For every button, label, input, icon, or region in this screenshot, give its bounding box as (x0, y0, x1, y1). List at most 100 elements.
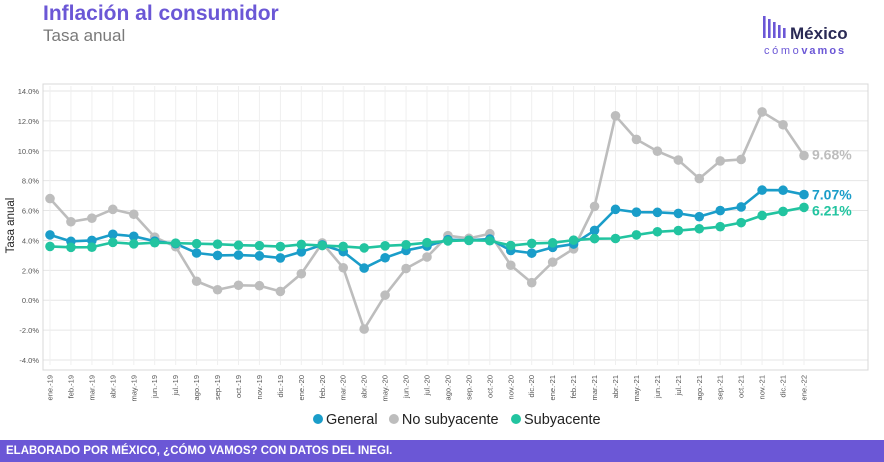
data-point (485, 235, 495, 246)
data-point (212, 250, 223, 261)
x-tick-label: dic.-19 (276, 375, 285, 398)
y-tick-label: 12.0% (18, 117, 40, 126)
data-point (736, 154, 746, 165)
logo-text-como-vamos: cómovamos (764, 45, 846, 57)
data-point (799, 189, 809, 200)
data-point (757, 185, 767, 195)
x-tick-label: mar.-19 (87, 375, 96, 400)
y-tick-label: 8.0% (22, 177, 39, 186)
data-point (778, 206, 788, 217)
data-point (380, 241, 390, 251)
inflation-line-chart: -4.0% -2.0% 0.0% 2.0% 4.0% 6.0% 8.0% 10.0% 12.0%… (5, 83, 869, 428)
data-point (610, 111, 621, 121)
y-tick-label: 6.0% (22, 207, 39, 216)
data-point (505, 240, 516, 251)
data-point (547, 238, 558, 248)
data-point (715, 205, 726, 216)
data-point (128, 231, 139, 242)
data-point (233, 280, 244, 291)
data-point (254, 240, 265, 251)
data-point (526, 248, 537, 258)
data-point (359, 243, 369, 253)
x-tick-label: feb.-21 (569, 375, 578, 398)
legend-marker (313, 414, 323, 424)
x-tick-label: abr.-20 (360, 375, 369, 398)
x-tick-label: jul.-19 (171, 375, 180, 396)
data-point (778, 119, 788, 130)
data-point (694, 173, 705, 184)
x-tick-label: may.-21 (632, 375, 641, 402)
legend-marker (388, 414, 399, 424)
data-point (631, 230, 642, 240)
data-point (191, 248, 202, 258)
data-point (422, 252, 432, 262)
data-point (233, 250, 244, 260)
data-point (715, 221, 726, 232)
footer-source: ELABORADO POR MÉXICO, ¿CÓMO VAMOS? CON D… (0, 440, 884, 462)
data-point (66, 216, 76, 227)
data-point (128, 239, 139, 249)
data-point (359, 324, 369, 334)
data-point (191, 276, 202, 287)
legend-label: Subyacente (524, 412, 601, 428)
data-point (631, 134, 642, 145)
x-tick-label: sep.-21 (716, 375, 725, 400)
data-point (652, 226, 663, 237)
data-point (757, 210, 767, 221)
x-tick-label: feb.-20 (318, 375, 327, 398)
data-point (275, 253, 286, 263)
y-tick-label: -2.0% (19, 326, 39, 335)
x-tick-label: abr.-21 (611, 375, 620, 398)
x-tick-label: nov.-21 (758, 375, 767, 399)
data-point (338, 262, 349, 273)
data-point (757, 107, 767, 117)
logo-text-vamos: vamos (801, 45, 847, 57)
data-point (212, 239, 223, 249)
x-tick-label: may.-20 (381, 375, 390, 402)
data-point (443, 236, 453, 246)
data-point (673, 225, 684, 236)
x-tick-label: ago.-19 (192, 375, 201, 400)
mexico-como-vamos-logo: México cómovamos (762, 12, 872, 62)
y-tick-label: 14.0% (18, 87, 40, 96)
y-tick-label: 0.0% (22, 296, 39, 305)
x-tick-label: nov.-20 (506, 375, 515, 399)
data-point (359, 263, 369, 273)
y-tick-label: 2.0% (22, 266, 39, 275)
data-point (673, 155, 684, 165)
data-point (736, 202, 746, 212)
x-tick-label: ene.-21 (548, 375, 557, 400)
data-point (191, 238, 202, 249)
x-tick-label: abr.-19 (108, 375, 117, 398)
end-value-label: 9.68% (812, 147, 852, 163)
y-axis-title: Tasa anual (5, 198, 17, 254)
data-point (149, 237, 160, 248)
data-point (212, 284, 223, 295)
x-tick-label: nov.-19 (255, 375, 264, 399)
x-tick-label: sep.-20 (464, 375, 473, 400)
data-point (547, 257, 558, 267)
legend-label: General (326, 412, 378, 428)
data-point (45, 193, 55, 204)
x-tick-label: dic.-21 (779, 375, 788, 398)
data-point (610, 204, 621, 215)
data-point (589, 201, 600, 212)
x-tick-label: jun.-21 (653, 375, 662, 399)
x-tick-label: oct.-20 (485, 375, 494, 398)
data-point (296, 247, 307, 257)
y-tick-label: 10.0% (18, 147, 40, 156)
data-point (275, 241, 286, 252)
data-point (275, 286, 286, 297)
data-point (233, 240, 244, 251)
x-tick-label: mar.-20 (339, 375, 348, 400)
x-tick-label: oct.-19 (234, 375, 243, 398)
data-point (505, 260, 516, 271)
legend-label: No subyacente (402, 412, 499, 428)
data-point (778, 185, 788, 196)
data-point (87, 235, 97, 246)
data-point (652, 146, 663, 157)
data-point (380, 252, 390, 263)
data-point (87, 213, 97, 223)
data-point (799, 150, 809, 161)
data-point (296, 268, 307, 279)
